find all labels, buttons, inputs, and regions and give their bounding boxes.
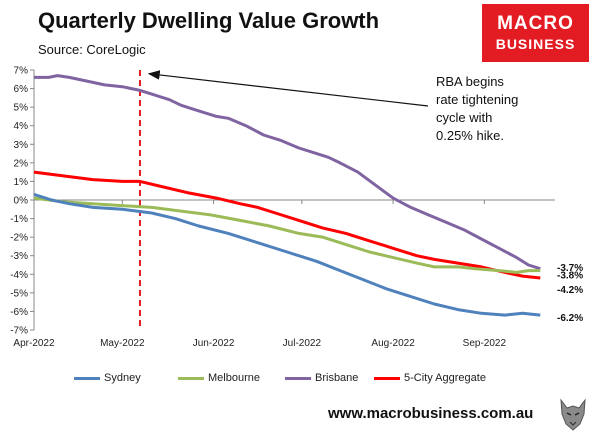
- legend-label: Brisbane: [315, 372, 359, 384]
- legend-item: Brisbane: [285, 372, 358, 384]
- legend-item: Melbourne: [178, 372, 260, 384]
- logo-line-business: BUSINESS: [495, 36, 576, 52]
- y-tick-label: 1%: [14, 177, 29, 188]
- y-tick-label: -5%: [10, 288, 28, 299]
- y-tick-label: -3%: [10, 251, 28, 262]
- macrobusiness-logo: MACRO BUSINESS: [482, 4, 589, 62]
- chart-source: Source: CoreLogic: [38, 42, 146, 57]
- x-tick-label: May-2022: [100, 338, 145, 349]
- end-value-label: -3.7%: [557, 263, 583, 274]
- y-tick-label: -7%: [10, 326, 28, 337]
- logo-line-macro: MACRO: [497, 13, 574, 34]
- chart-title: Quarterly Dwelling Value Growth: [38, 8, 380, 33]
- series-line-melbourne: [33, 196, 541, 274]
- annotation-text-line: RBA begins: [436, 74, 504, 89]
- x-tick-label: Aug-2022: [371, 338, 415, 349]
- legend-swatch: [74, 376, 100, 380]
- y-tick-label: 4%: [14, 121, 29, 132]
- line-chart: 7% 6% 5% 4% 3% 2% 1% 0% -1% -2% -3% -4% -5% -6% -7%Apr…: [10, 66, 583, 350]
- legend-label: Melbourne: [208, 372, 260, 384]
- series-line-5-city-aggregate: [33, 170, 541, 280]
- legend-item: 5-City Aggregate: [374, 372, 486, 384]
- wolf-logo-icon: [560, 398, 586, 431]
- y-tick-label: -1%: [10, 214, 28, 225]
- annotation-text-line: rate tightening: [436, 92, 518, 107]
- x-tick-label: Jul-2022: [283, 338, 322, 349]
- y-tick-label: 3%: [14, 140, 29, 151]
- legend-label: 5-City Aggregate: [404, 372, 486, 384]
- y-tick-label: 6%: [14, 84, 29, 95]
- x-tick-label: Apr-2022: [13, 338, 55, 349]
- y-tick-label: -4%: [10, 270, 28, 281]
- legend-item: Sydney: [74, 372, 141, 384]
- end-value-label: -4.2%: [557, 285, 583, 296]
- end-value-label: -3.8%: [557, 270, 583, 281]
- series-line-sydney: [33, 192, 541, 317]
- legend-swatch: [178, 376, 204, 380]
- chart-legend: Sydney Melbourne Brisbane 5-City Aggregate: [0, 372, 604, 392]
- y-tick-label: 5%: [14, 103, 29, 114]
- y-tick-label: 0%: [14, 196, 29, 207]
- annotation-text-line: cycle with: [436, 110, 492, 125]
- annotation-text-line: 0.25% hike.: [436, 128, 504, 143]
- y-tick-label: -2%: [10, 233, 28, 244]
- end-value-label: -6.2%: [557, 313, 583, 324]
- series-line-brisbane: [34, 74, 541, 271]
- x-tick-label: Sep-2022: [463, 338, 507, 349]
- y-tick-label: 7%: [14, 66, 29, 77]
- annotation-arrow: [147, 70, 429, 107]
- legend-swatch: [374, 376, 400, 380]
- website-url: www.macrobusiness.com.au: [328, 405, 534, 422]
- legend-label: Sydney: [104, 372, 141, 384]
- y-tick-label: 2%: [14, 158, 29, 169]
- y-tick-label: -6%: [10, 307, 28, 318]
- legend-swatch: [285, 376, 311, 380]
- x-tick-label: Jun-2022: [193, 338, 235, 349]
